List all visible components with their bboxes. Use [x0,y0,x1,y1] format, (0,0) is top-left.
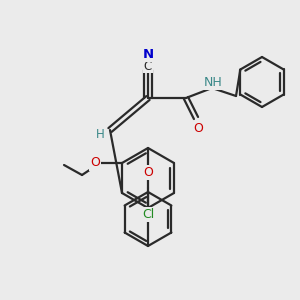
Text: O: O [193,122,203,136]
Text: Cl: Cl [142,208,154,220]
Text: H: H [96,128,104,142]
Text: C: C [144,59,152,73]
Text: N: N [142,47,154,61]
Text: O: O [143,166,153,178]
Text: O: O [90,157,100,169]
Text: NH: NH [204,76,222,88]
